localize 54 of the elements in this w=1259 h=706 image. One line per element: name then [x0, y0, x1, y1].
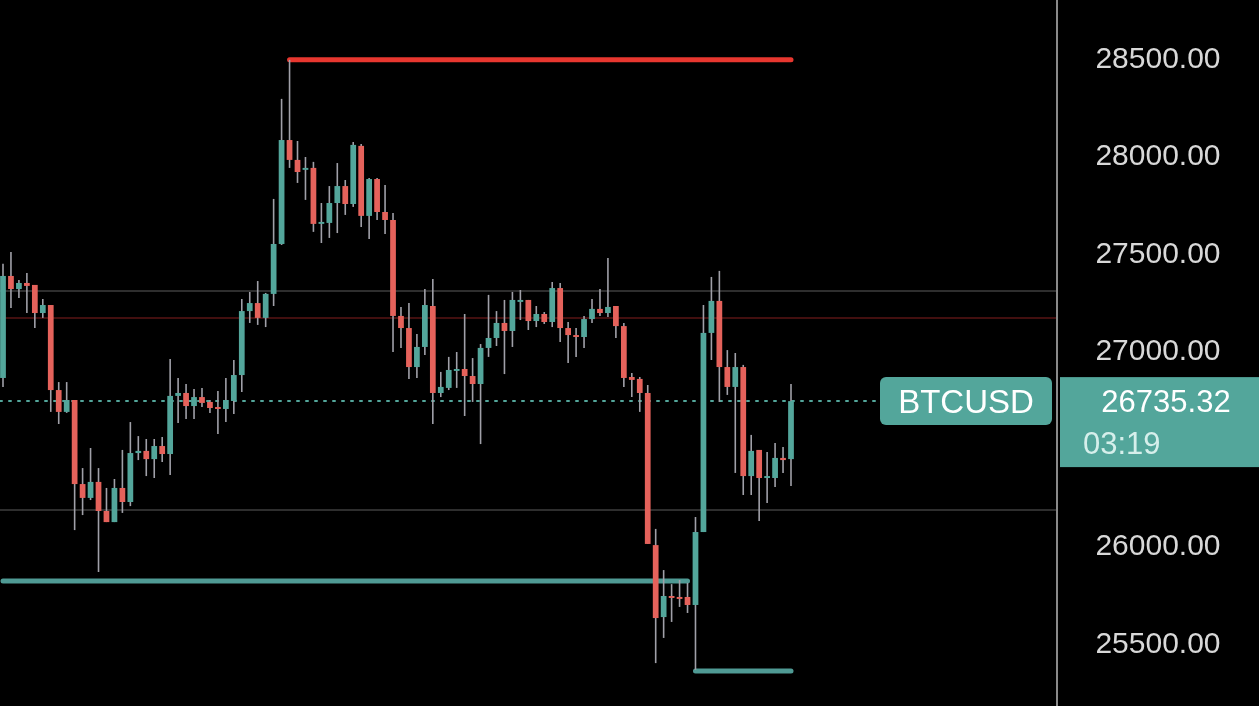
candlestick — [199, 387, 205, 408]
candlestick — [597, 288, 603, 317]
candlestick — [437, 371, 444, 398]
candlestick — [724, 349, 731, 396]
candlestick — [613, 305, 619, 339]
candlestick — [533, 305, 540, 328]
y-tick-label: 28000.00 — [1095, 138, 1221, 172]
ref-line-label: BTCUSD — [898, 382, 1034, 420]
candlestick — [326, 185, 333, 239]
candlestick — [414, 333, 420, 379]
candlestick — [565, 321, 571, 364]
candlestick — [8, 251, 14, 309]
candlestick — [159, 436, 166, 463]
candlestick — [573, 327, 579, 358]
candlestick — [39, 298, 46, 319]
candlestick — [772, 442, 778, 488]
candlestick — [183, 383, 189, 420]
candlestick — [24, 272, 30, 314]
candlestick — [302, 156, 309, 201]
candlestick — [517, 289, 524, 321]
candlestick — [581, 315, 587, 349]
candlestick — [246, 291, 253, 324]
candlestick — [215, 390, 221, 435]
candlestick — [525, 299, 532, 331]
candlestick — [764, 451, 770, 504]
candlestick — [223, 377, 229, 423]
candlestick — [254, 280, 261, 326]
y-tick-label: 27500.00 — [1095, 235, 1221, 269]
candlestick — [382, 184, 388, 235]
candlestick — [151, 438, 158, 479]
candlestick — [676, 579, 683, 608]
candlestick — [461, 313, 468, 417]
y-tick-label: 26000.00 — [1095, 528, 1221, 562]
candlestick — [589, 298, 595, 324]
text: 03:19 — [1083, 426, 1161, 462]
candlestick — [398, 306, 404, 349]
text: 26735.32 — [1101, 384, 1231, 420]
candlestick — [55, 381, 62, 425]
candlestick — [334, 162, 341, 234]
candlestick — [780, 446, 786, 474]
y-tick-label: 27000.00 — [1095, 333, 1221, 367]
candlestick — [318, 202, 325, 244]
y-tick-label: 28500.00 — [1095, 40, 1221, 74]
candlestick — [636, 376, 643, 413]
candlestick — [135, 435, 142, 461]
y-tick-label: 25500.00 — [1095, 625, 1221, 659]
candlestick — [342, 179, 349, 216]
candlestick — [605, 257, 611, 318]
candlestick — [445, 356, 452, 391]
candlestick — [262, 292, 269, 328]
candlestick — [628, 372, 635, 398]
candlestick — [453, 351, 460, 389]
candlestick — [668, 583, 675, 623]
candlestick — [143, 438, 150, 477]
